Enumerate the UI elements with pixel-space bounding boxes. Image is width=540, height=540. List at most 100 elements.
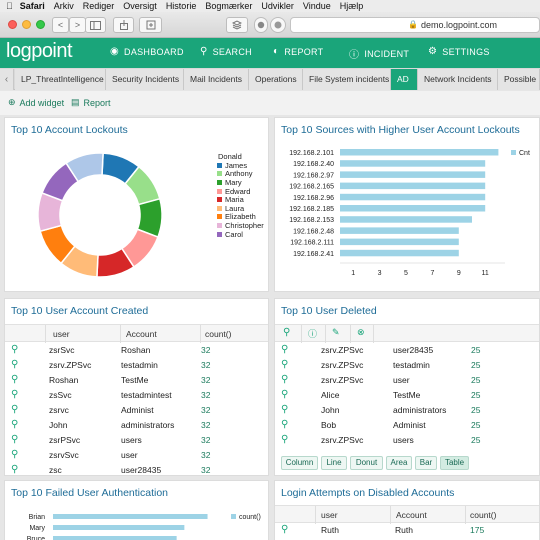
col-account[interactable]: Account (396, 510, 427, 520)
bar-192.168.2.97[interactable] (340, 171, 486, 178)
col-account[interactable]: Account (126, 329, 157, 339)
bar-192.168.2.40[interactable] (340, 160, 486, 167)
tab-security-incidents[interactable]: Security Incidents (106, 69, 184, 90)
edit-icon[interactable]: ✎ (332, 327, 340, 337)
search-icon[interactable]: ⚲ (281, 419, 289, 430)
tab-lp-threatintelligence[interactable]: LP_ThreatIntelligence (15, 69, 106, 90)
table-row[interactable]: ⚲ zsrv.ZPSvc users 25 (275, 433, 539, 448)
menu-vindue[interactable]: Vindue (296, 1, 331, 11)
bar-192.168.2.48[interactable] (340, 227, 459, 234)
share-icon[interactable] (113, 17, 134, 33)
logpoint-logo[interactable]: logpoint (6, 40, 73, 62)
table-row[interactable]: ⚲ John administrators 25 (275, 403, 539, 418)
table-row[interactable]: ⚲ zsrvSvc user 32 (5, 448, 268, 463)
address-bar[interactable]: 🔒 demo.logpoint.com (290, 17, 540, 33)
legend-item[interactable]: Maria (217, 195, 264, 204)
viz-button-area[interactable]: Area (386, 456, 412, 470)
table-row[interactable]: ⚲ zsrvc Administ 32 (5, 403, 268, 418)
donut-slice-donald[interactable] (65, 152, 104, 183)
table-row[interactable]: ⚲ John administrators 32 (5, 418, 268, 433)
search-icon[interactable]: ⚲ (11, 374, 19, 385)
col-count[interactable]: count() (205, 329, 232, 339)
col-user[interactable]: user (321, 510, 338, 520)
search-icon[interactable]: ⚲ (281, 344, 289, 355)
forward-button[interactable]: > (69, 17, 86, 33)
search-icon[interactable]: ⚲ (281, 524, 289, 535)
menu-historie[interactable]: Historie (159, 1, 197, 11)
legend-item[interactable]: James (217, 161, 264, 170)
adblock-icon[interactable] (270, 17, 286, 33)
table-row[interactable]: ⚲ zsrPSvc users 32 (5, 433, 268, 448)
search-icon[interactable]: ⚲ (281, 404, 289, 415)
viz-button-column[interactable]: Column (281, 456, 318, 470)
search-icon[interactable]: ⚲ (11, 464, 19, 475)
tab-operations[interactable]: Operations (249, 69, 303, 90)
bar-192.168.2.185[interactable] (340, 205, 486, 212)
legend-item[interactable]: Elizabeth (217, 212, 264, 221)
table-row[interactable]: ⚲ Ruth Ruth 175 (275, 523, 539, 538)
tab-file-system-incidents[interactable]: File System incidents (303, 69, 391, 90)
search-icon[interactable]: ⚲ (281, 434, 289, 445)
search-icon[interactable]: ⚲ (281, 389, 289, 400)
viz-button-line[interactable]: Line (321, 456, 347, 470)
search-icon[interactable]: ⚲ (11, 389, 19, 400)
legend-item[interactable]: Mary (217, 178, 264, 187)
bar-brian[interactable] (53, 514, 208, 519)
nav-dashboard[interactable]: ◉ DASHBOARD (110, 46, 184, 57)
tab-possible-d[interactable]: Possible D (498, 69, 540, 90)
legend-item[interactable]: Anthony (217, 169, 264, 178)
bar-192.168.2.41[interactable] (340, 249, 459, 257)
menu-udvikler[interactable]: Udvikler (254, 1, 294, 11)
tabs-scroll-left-icon[interactable]: ‹ (0, 69, 14, 90)
table-row[interactable]: ⚲ zsrSvc Roshan 32 (5, 343, 268, 358)
table-row[interactable]: ⚲ zsrv.ZPSvc testadmin 32 (5, 358, 268, 373)
delete-icon[interactable]: ⊗ (357, 327, 365, 337)
add-widget-button[interactable]: ⊕ Add widget (8, 97, 64, 108)
menu-hjaelp[interactable]: Hjælp (332, 1, 364, 11)
viz-button-bar[interactable]: Bar (415, 456, 437, 470)
nav-search[interactable]: ⚲ SEARCH (200, 46, 252, 57)
menu-rediger[interactable]: Rediger (76, 1, 115, 11)
table-row[interactable]: ⚲ Alice TestMe 25 (275, 388, 539, 403)
search-icon[interactable]: ⚲ (281, 359, 289, 370)
menu-oversigt[interactable]: Oversigt (116, 1, 157, 11)
search-icon[interactable]: ⚲ (11, 449, 19, 460)
nav-settings[interactable]: ⚙ SETTINGS (428, 46, 490, 57)
info-icon[interactable]: ⓘ (308, 329, 318, 339)
table-row[interactable]: ⚲ Roshan TestMe 32 (5, 373, 268, 388)
legend-item[interactable]: Laura (217, 204, 264, 213)
zoom-window-icon[interactable] (36, 20, 45, 29)
table-row[interactable]: ⚲ zsrv.ZPSvc user28435 25 (275, 343, 539, 358)
viz-button-table[interactable]: Table (440, 456, 469, 470)
close-window-icon[interactable] (8, 20, 17, 29)
col-count[interactable]: count() (470, 510, 497, 520)
tab-mail-incidents[interactable]: Mail Incidents (184, 69, 249, 90)
bar-bruce[interactable] (53, 536, 177, 540)
search-icon[interactable]: ⚲ (283, 327, 291, 338)
viz-button-donut[interactable]: Donut (350, 456, 383, 470)
table-row[interactable]: ⚲ zsrv.ZPSvc user 25 (275, 373, 539, 388)
legend-item[interactable]: Edward (217, 187, 264, 196)
sidebar-icon[interactable] (85, 17, 106, 33)
apple-icon[interactable]:  (6, 1, 13, 11)
search-icon[interactable]: ⚲ (11, 404, 19, 415)
minimize-window-icon[interactable] (22, 20, 31, 29)
table-row[interactable]: ⚲ Bob Administ 25 (275, 418, 539, 433)
search-icon[interactable]: ⚲ (11, 344, 19, 355)
tab-ad[interactable]: AD (391, 69, 418, 90)
nav-incident[interactable]: ⓘ INCIDENT (349, 46, 409, 62)
bar-mary[interactable] (53, 525, 185, 530)
bar-192.168.2.153[interactable] (340, 216, 472, 223)
tab-network-incidents[interactable]: Network Incidents (418, 69, 498, 90)
extension-icon[interactable] (254, 17, 268, 33)
nav-report[interactable]: ◐ REPORT (273, 46, 323, 57)
search-icon[interactable]: ⚲ (11, 419, 19, 430)
table-row[interactable]: ⚲ zsSvc testadmintest 32 (5, 388, 268, 403)
report-button[interactable]: ▤ Report (71, 97, 111, 108)
legend-item[interactable]: Carol (217, 230, 264, 239)
tab-overview-icon[interactable] (139, 17, 162, 33)
back-button[interactable]: < (52, 17, 69, 33)
col-user[interactable]: user (53, 329, 70, 339)
bar-192.168.2.165[interactable] (340, 182, 486, 190)
layers-icon[interactable] (226, 17, 248, 33)
